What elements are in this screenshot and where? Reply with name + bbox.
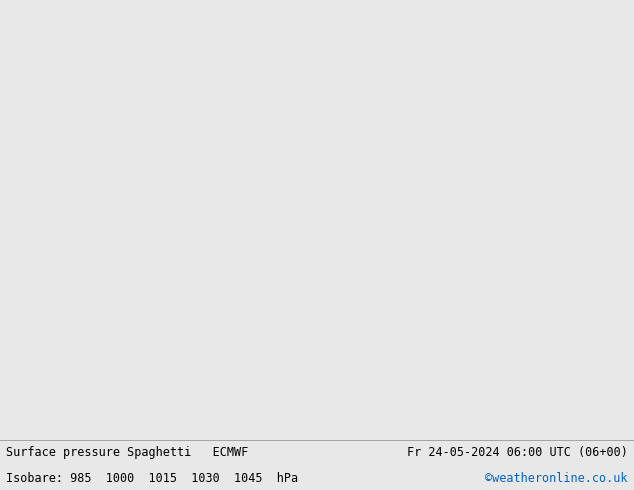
- Text: Fr 24-05-2024 06:00 UTC (06+00): Fr 24-05-2024 06:00 UTC (06+00): [407, 446, 628, 460]
- Text: ©weatheronline.co.uk: ©weatheronline.co.uk: [485, 472, 628, 485]
- Text: Isobare: 985  1000  1015  1030  1045  hPa: Isobare: 985 1000 1015 1030 1045 hPa: [6, 472, 299, 485]
- Text: Surface pressure Spaghetti   ECMWF: Surface pressure Spaghetti ECMWF: [6, 446, 249, 460]
